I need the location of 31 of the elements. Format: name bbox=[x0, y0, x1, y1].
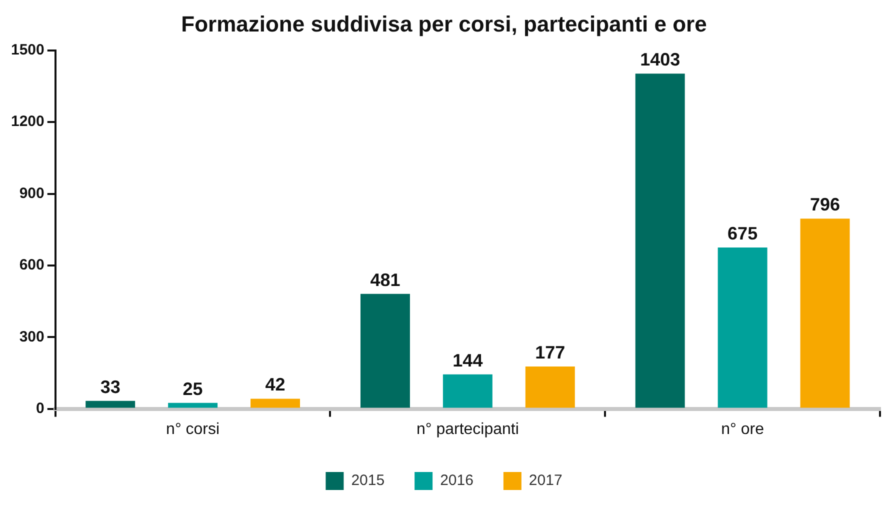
y-tick-label: 1500 bbox=[10, 42, 44, 59]
chart-title: Formazione suddivisa per corsi, partecipanti e ore bbox=[181, 11, 707, 36]
data-label: 42 bbox=[265, 374, 286, 395]
bar bbox=[718, 248, 768, 408]
bar bbox=[168, 402, 218, 408]
bar bbox=[800, 218, 850, 408]
data-label: 25 bbox=[182, 378, 203, 399]
legend-label: 2015 bbox=[351, 472, 385, 490]
data-label: 1403 bbox=[640, 50, 680, 70]
data-label: 481 bbox=[370, 270, 400, 290]
data-label: 796 bbox=[810, 194, 840, 215]
y-tick-label: 900 bbox=[19, 184, 44, 202]
bar bbox=[360, 294, 410, 408]
y-tick-label: 300 bbox=[19, 328, 44, 346]
legend-label: 2016 bbox=[440, 472, 474, 490]
data-label: 33 bbox=[100, 376, 120, 397]
y-tick-label: 1200 bbox=[10, 113, 44, 130]
bar bbox=[250, 398, 300, 408]
y-tick-label: 600 bbox=[19, 256, 44, 274]
bar bbox=[86, 400, 136, 408]
data-label: 177 bbox=[535, 342, 566, 362]
y-tick-label: 0 bbox=[36, 400, 44, 417]
legend-label: 2017 bbox=[528, 472, 562, 490]
data-label: 144 bbox=[452, 350, 483, 370]
data-label: 675 bbox=[728, 223, 758, 244]
bar bbox=[525, 366, 575, 408]
bar bbox=[442, 374, 492, 408]
bar bbox=[635, 74, 685, 408]
x-tick-label: n° ore bbox=[721, 420, 764, 438]
x-tick-label: n° corsi bbox=[166, 420, 220, 438]
x-tick-label: n° partecipanti bbox=[416, 420, 519, 438]
